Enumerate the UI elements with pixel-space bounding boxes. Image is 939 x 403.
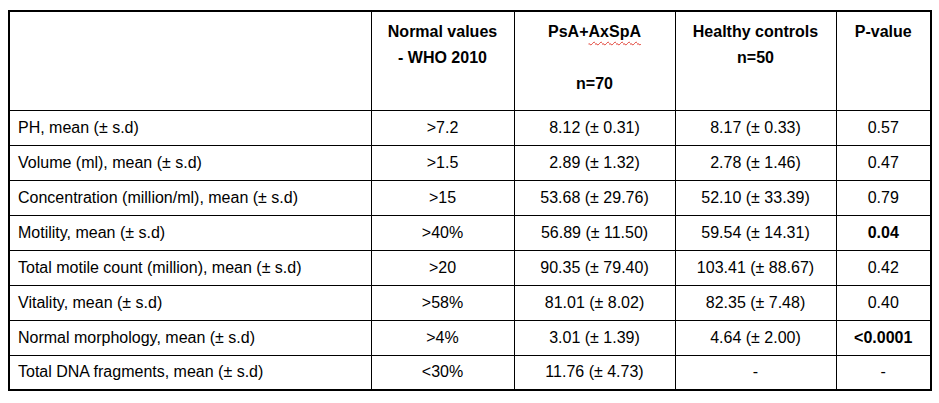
header-normal-values-line1: Normal values xyxy=(372,19,514,45)
table-row: Volume (ml), mean (± s.d) >1.5 2.89 (± 1… xyxy=(9,145,931,180)
document-page: Normal values - WHO 2010 PsA+AxSpA n=70 … xyxy=(0,0,939,403)
healthy-value-cell: 103.41 (± 88.67) xyxy=(675,250,836,285)
healthy-value-cell: 8.17 (± 0.33) xyxy=(675,110,836,145)
normal-value-cell: >1.5 xyxy=(371,145,514,180)
p-value-cell: 0.42 xyxy=(836,250,931,285)
header-row: Normal values - WHO 2010 PsA+AxSpA n=70 … xyxy=(9,11,931,110)
header-p-value: P-value xyxy=(836,11,931,110)
normal-value-cell: >7.2 xyxy=(371,110,514,145)
p-value-cell: 0.47 xyxy=(836,145,931,180)
header-psa-n: n=70 xyxy=(515,71,675,97)
header-healthy-line1: Healthy controls xyxy=(676,19,836,45)
row-label: Total motile count (million), mean (± s.… xyxy=(9,250,371,285)
psa-value-cell: 11.76 (± 4.73) xyxy=(514,355,675,390)
header-empty-cell xyxy=(9,11,371,110)
header-psa-axspa: PsA+AxSpA n=70 xyxy=(514,11,675,110)
table-row: Motility, mean (± s.d) >40% 56.89 (± 11.… xyxy=(9,215,931,250)
normal-value-cell: >40% xyxy=(371,215,514,250)
table-row: Vitality, mean (± s.d) >58% 81.01 (± 8.0… xyxy=(9,285,931,320)
healthy-value-cell: 4.64 (± 2.00) xyxy=(675,320,836,355)
psa-value-cell: 3.01 (± 1.39) xyxy=(514,320,675,355)
normal-value-cell: >20 xyxy=(371,250,514,285)
healthy-value-cell: 2.78 (± 1.46) xyxy=(675,145,836,180)
header-normal-values-line2: - WHO 2010 xyxy=(372,45,514,71)
spellcheck-squiggle-word: AxSpA xyxy=(589,23,641,40)
healthy-value-cell: - xyxy=(675,355,836,390)
header-healthy-n: n=50 xyxy=(676,45,836,71)
table-row: Total motile count (million), mean (± s.… xyxy=(9,250,931,285)
row-label: PH, mean (± s.d) xyxy=(9,110,371,145)
healthy-value-cell: 52.10 (± 33.39) xyxy=(675,180,836,215)
header-psa-axspa-title: PsA+AxSpA xyxy=(515,19,675,45)
psa-prefix-text: PsA+ xyxy=(548,23,588,40)
table-row: Concentration (million/ml), mean (± s.d)… xyxy=(9,180,931,215)
p-value-cell: <0.0001 xyxy=(836,320,931,355)
row-label: Volume (ml), mean (± s.d) xyxy=(9,145,371,180)
healthy-value-cell: 82.35 (± 7.48) xyxy=(675,285,836,320)
row-label: Total DNA fragments, mean (± s.d) xyxy=(9,355,371,390)
header-normal-values: Normal values - WHO 2010 xyxy=(371,11,514,110)
psa-value-cell: 81.01 (± 8.02) xyxy=(514,285,675,320)
p-value-cell: 0.57 xyxy=(836,110,931,145)
row-label: Concentration (million/ml), mean (± s.d) xyxy=(9,180,371,215)
header-healthy-controls: Healthy controls n=50 xyxy=(675,11,836,110)
row-label: Normal morphology, mean (± s.d) xyxy=(9,320,371,355)
table-row: Total DNA fragments, mean (± s.d) <30% 1… xyxy=(9,355,931,390)
normal-value-cell: >4% xyxy=(371,320,514,355)
p-value-cell: - xyxy=(836,355,931,390)
p-value-cell: 0.79 xyxy=(836,180,931,215)
header-blank-line xyxy=(515,45,675,71)
semen-parameters-table: Normal values - WHO 2010 PsA+AxSpA n=70 … xyxy=(8,10,932,391)
normal-value-cell: >58% xyxy=(371,285,514,320)
row-label: Motility, mean (± s.d) xyxy=(9,215,371,250)
row-label: Vitality, mean (± s.d) xyxy=(9,285,371,320)
psa-value-cell: 8.12 (± 0.31) xyxy=(514,110,675,145)
normal-value-cell: <30% xyxy=(371,355,514,390)
psa-value-cell: 90.35 (± 79.40) xyxy=(514,250,675,285)
psa-value-cell: 53.68 (± 29.76) xyxy=(514,180,675,215)
p-value-cell: 0.40 xyxy=(836,285,931,320)
table-row: PH, mean (± s.d) >7.2 8.12 (± 0.31) 8.17… xyxy=(9,110,931,145)
normal-value-cell: >15 xyxy=(371,180,514,215)
table-row: Normal morphology, mean (± s.d) >4% 3.01… xyxy=(9,320,931,355)
healthy-value-cell: 59.54 (± 14.31) xyxy=(675,215,836,250)
psa-value-cell: 56.89 (± 11.50) xyxy=(514,215,675,250)
p-value-cell: 0.04 xyxy=(836,215,931,250)
psa-value-cell: 2.89 (± 1.32) xyxy=(514,145,675,180)
